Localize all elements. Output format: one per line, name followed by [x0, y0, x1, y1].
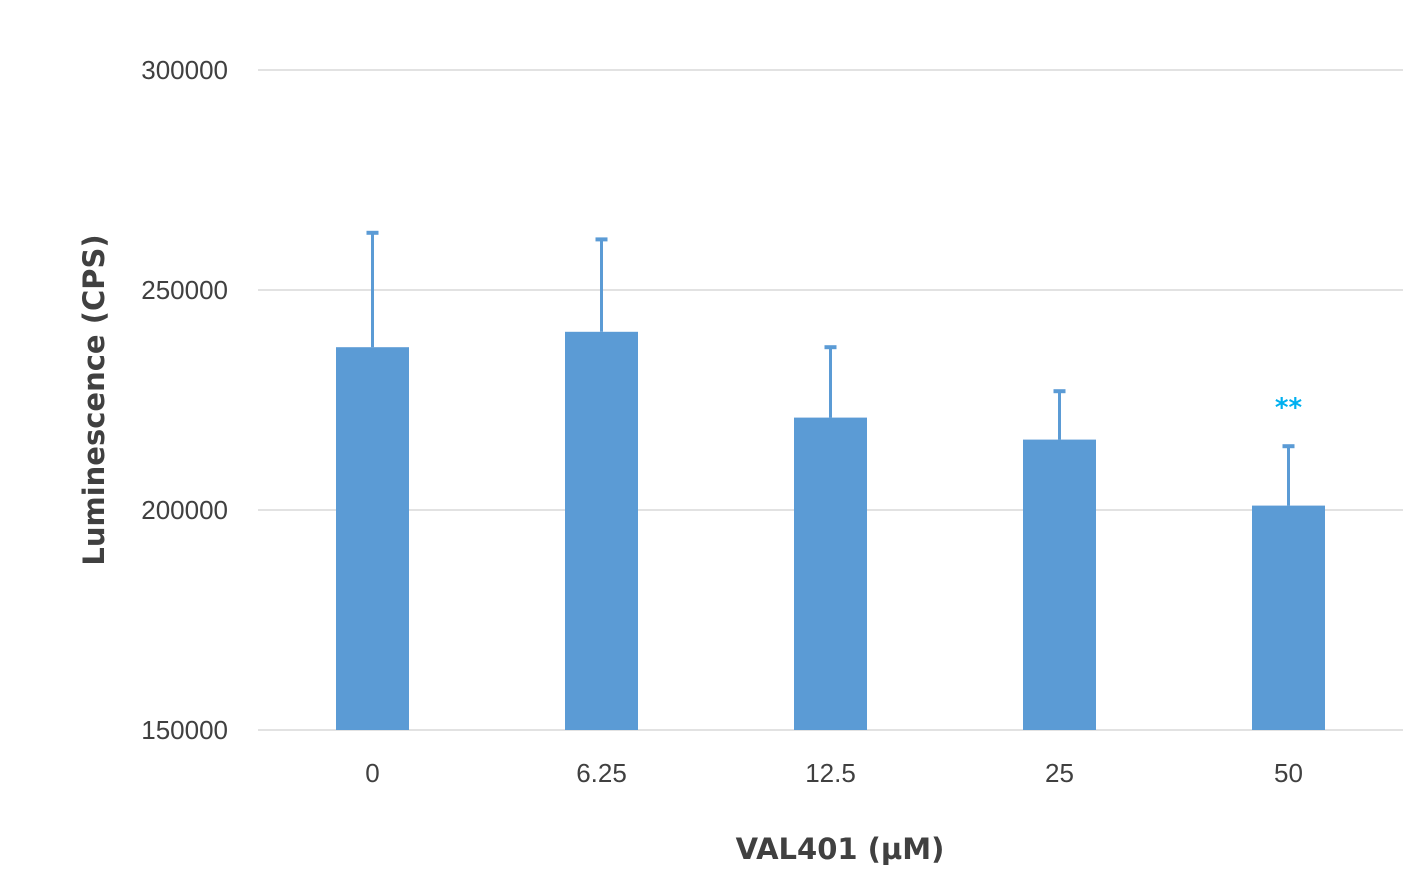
bar [794, 417, 867, 730]
error-bars [366, 230, 1295, 506]
y-tick-label: 300000 [141, 55, 228, 85]
x-tick-label: 50 [1274, 758, 1303, 788]
x-tick-label: 6.25 [576, 758, 627, 788]
bar [336, 347, 409, 730]
y-axis-tick-labels: 150000 200000 250000 300000 [141, 55, 228, 745]
bar [565, 331, 638, 730]
bar [1023, 439, 1096, 730]
y-tick-label: 200000 [141, 495, 228, 525]
x-axis-title: VAL401 (µM) [736, 832, 945, 866]
y-tick-label: 250000 [141, 275, 228, 305]
bar [1252, 505, 1325, 730]
annotations: ** [1275, 393, 1303, 423]
bars [336, 331, 1325, 730]
x-axis-tick-labels: 0 6.25 12.5 25 50 [365, 758, 1303, 788]
y-axis-title: Luminescence (CPS) [77, 234, 111, 565]
significance-marker: ** [1275, 393, 1303, 423]
x-tick-label: 0 [365, 758, 379, 788]
x-tick-label: 12.5 [805, 758, 856, 788]
x-tick-label: 25 [1045, 758, 1074, 788]
y-tick-label: 150000 [141, 715, 228, 745]
